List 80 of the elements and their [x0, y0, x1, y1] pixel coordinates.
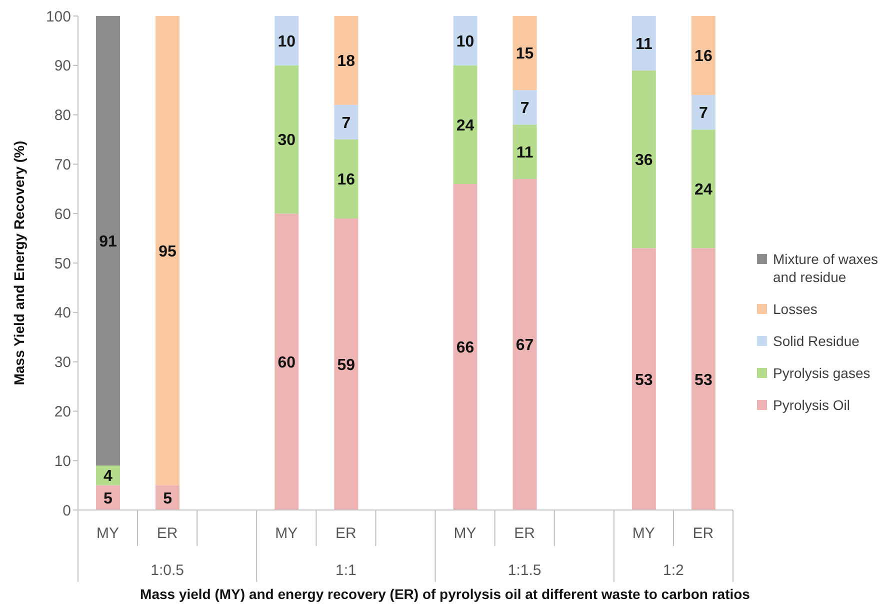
- data-label: 53: [635, 372, 653, 389]
- data-label: 18: [337, 53, 356, 70]
- legend-label: Pyrolysis Oil: [773, 396, 850, 414]
- legend-label: Solid Residue: [773, 332, 860, 350]
- bar: [453, 65, 478, 184]
- bar: [632, 248, 656, 510]
- legend-label: Mixture of waxes and residue: [773, 250, 880, 286]
- bar: [691, 248, 716, 510]
- y-tick-label: 20: [54, 404, 71, 421]
- data-label: 11: [516, 144, 534, 162]
- y-tick-label: 80: [54, 107, 71, 124]
- x-tick-label: ER: [514, 525, 536, 542]
- x-axis-title: Mass yield (MY) and energy recovery (ER) of pyrolysis oil at different waste to carbon ratios: [140, 586, 750, 602]
- bar: [334, 140, 358, 219]
- legend-label: Losses: [773, 300, 818, 318]
- bar: [453, 16, 478, 66]
- y-tick-label: 0: [62, 502, 71, 520]
- bar: [512, 16, 537, 90]
- bar: [632, 70, 656, 248]
- data-label: 10: [278, 33, 296, 50]
- text: 1:1.5: [508, 562, 542, 579]
- bar: [453, 184, 478, 510]
- y-tick-label: 90: [54, 58, 71, 75]
- data-label: 53: [694, 372, 712, 389]
- y-tick-label: 60: [54, 206, 71, 223]
- bar: [512, 90, 537, 125]
- y-tick-label: 30: [54, 354, 71, 372]
- bar: [691, 16, 716, 96]
- bar: [96, 16, 120, 466]
- x-tick-label: MY: [96, 525, 120, 542]
- x-tick-label: ER: [692, 525, 714, 542]
- bar: [334, 16, 358, 105]
- data-label: 7: [342, 114, 351, 132]
- data-label: 5: [104, 490, 113, 508]
- x-tick-label: ER: [156, 525, 178, 542]
- data-label: 7: [699, 105, 708, 122]
- data-label: 36: [635, 152, 653, 169]
- y-axis-title: Mass Yield and Energy Recovery (%): [11, 140, 27, 386]
- x-tick-label: MY: [632, 525, 655, 542]
- data-label: 24: [456, 117, 474, 134]
- legend-label: Pyrolysis gases: [773, 364, 870, 382]
- y-tick-label: 10: [54, 452, 71, 470]
- bar: [156, 16, 180, 486]
- bar: [274, 65, 299, 214]
- data-label: 4: [104, 468, 113, 486]
- data-label: 91: [99, 233, 117, 250]
- data-label: 11: [635, 36, 652, 53]
- x-tick-label: ER: [336, 525, 357, 542]
- data-label: 59: [337, 356, 356, 374]
- data-label: 24: [694, 182, 712, 199]
- text: 1:1: [336, 562, 356, 579]
- data-label: 60: [278, 354, 296, 372]
- text: 1:2: [663, 562, 684, 579]
- x-tick-label: MY: [454, 525, 476, 542]
- y-tick-label: 40: [54, 304, 71, 322]
- bar: [274, 214, 299, 510]
- data-label: 7: [520, 100, 530, 118]
- data-label: 66: [456, 340, 474, 357]
- bar: [274, 16, 299, 66]
- data-label: 67: [516, 337, 534, 354]
- data-label: 10: [456, 33, 474, 50]
- bar: [632, 16, 656, 70]
- data-label: 15: [516, 46, 534, 63]
- bar: [691, 130, 716, 248]
- bar: [691, 95, 716, 130]
- bar: [512, 179, 537, 510]
- y-tick-label: 70: [54, 156, 71, 174]
- data-label: 5: [163, 490, 172, 508]
- bar: [512, 124, 537, 180]
- y-tick-label: 50: [54, 255, 71, 272]
- bar: [334, 218, 358, 510]
- data-label: 16: [337, 172, 356, 189]
- y-tick-label: 100: [46, 8, 71, 26]
- text: 1:0.5: [150, 562, 184, 579]
- bar: [334, 104, 358, 140]
- x-tick-label: MY: [275, 525, 298, 542]
- bar: [96, 466, 120, 486]
- data-label: 95: [158, 243, 177, 260]
- data-label: 30: [278, 132, 296, 150]
- data-label: 16: [694, 48, 712, 66]
